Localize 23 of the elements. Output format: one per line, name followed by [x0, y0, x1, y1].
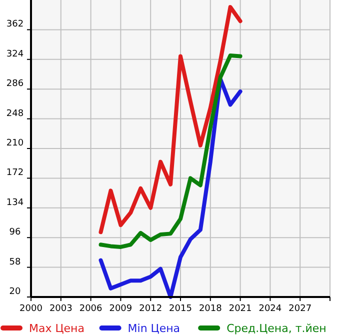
x-tick-label: 2027 [288, 304, 312, 314]
legend-label: Min Цена [128, 322, 180, 335]
y-tick-label: 324 [6, 49, 24, 60]
x-tick-label: 2009 [109, 304, 132, 314]
y-tick-label: 362 [6, 20, 24, 30]
x-tick-label: 2003 [49, 304, 72, 314]
y-tick-label: 134 [6, 198, 24, 208]
y-tick-label: 286 [6, 79, 24, 90]
x-tick-label: 2018 [198, 304, 222, 314]
x-tick-label: 2021 [228, 304, 252, 314]
x-tick-label: 2000 [20, 304, 43, 314]
legend-label: Сред.Цена, т.йен [226, 322, 326, 335]
x-tick-label: 2015 [169, 304, 192, 314]
y-tick-label: 20 [9, 287, 21, 297]
x-tick-label: 2006 [79, 304, 103, 314]
x-tick-label: 2012 [139, 304, 162, 314]
y-tick-label: 96 [9, 228, 21, 238]
y-tick-label: 58 [9, 257, 21, 268]
y-tick-label: 248 [6, 108, 24, 119]
x-tick-label: 2024 [258, 304, 282, 314]
y-tick-label: 172 [6, 168, 24, 178]
legend-label: Max Цена [29, 322, 84, 335]
y-tick-label: 210 [6, 138, 24, 148]
